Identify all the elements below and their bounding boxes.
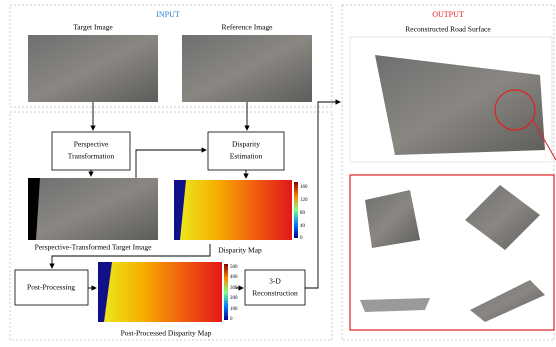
target-image	[28, 35, 158, 102]
arrow	[136, 150, 206, 178]
output-label: OUTPUT	[432, 10, 464, 19]
step-label: Perspective	[74, 140, 109, 149]
colorbar-tick: 300	[230, 286, 238, 291]
step-box	[245, 270, 305, 305]
transformed-image	[28, 178, 158, 240]
colorbar-tick: 80	[300, 211, 306, 216]
colorbar-tick: 0	[230, 317, 233, 322]
reference-image	[182, 35, 312, 102]
diagram: INPUT OUTPUT Target Image Reference Imag…	[0, 0, 556, 342]
image-caption: Disparity Map	[218, 246, 262, 255]
step-label: Reconstruction	[252, 289, 298, 298]
colorbar-tick: 160	[300, 185, 308, 190]
step-label: Post-Processing	[27, 283, 75, 292]
image-caption: Post-Processed Disparity Map	[121, 329, 212, 338]
image-caption: Reconstructed Road Surface	[405, 25, 491, 34]
colorbar-tick: 500	[230, 265, 238, 270]
post-processed-image	[98, 262, 222, 322]
colorbar-tick: 200	[230, 296, 238, 301]
image-caption: Target Image	[73, 23, 113, 32]
input-label: INPUT	[156, 10, 180, 19]
colorbar-tick: 100	[230, 307, 238, 312]
step-label: Disparity	[232, 140, 260, 149]
image-caption: Perspective-Transformed Target Image	[35, 243, 152, 252]
disparity-image	[174, 180, 292, 240]
image-caption: Reference Image	[221, 23, 273, 32]
colorbar	[224, 264, 228, 320]
colorbar-tick: 120	[300, 198, 308, 203]
step-label: Transformation	[68, 152, 115, 161]
detail-view	[360, 298, 430, 312]
colorbar-tick: 40	[300, 224, 306, 229]
arrow	[305, 102, 340, 288]
colorbar-tick: 0	[300, 236, 303, 241]
colorbar	[294, 182, 298, 238]
colorbar-tick: 400	[230, 275, 238, 280]
step-label: Estimation	[230, 152, 263, 161]
step-label: 3-D	[269, 277, 281, 286]
